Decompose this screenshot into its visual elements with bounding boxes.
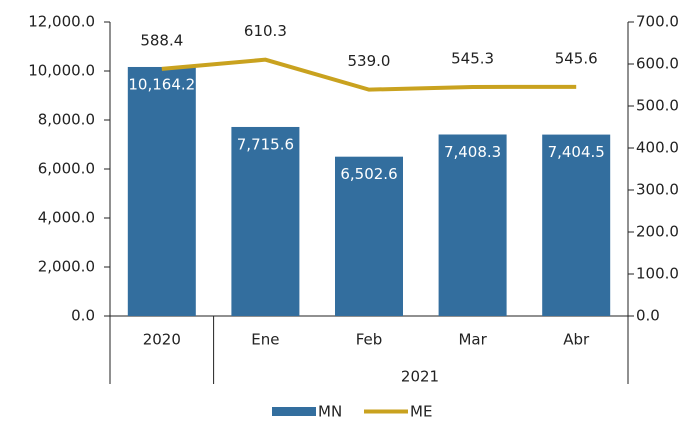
category-group-label: 2021 [401, 368, 439, 386]
line [161, 57, 577, 92]
bar [438, 134, 507, 316]
bar-value-label: 7,404.5 [548, 143, 605, 161]
bar [542, 134, 611, 316]
y2-tick-label: 400.0 [636, 139, 679, 157]
y2-tick-label: 300.0 [636, 181, 679, 199]
bar [231, 126, 300, 316]
line-value-label: 610.3 [244, 22, 287, 40]
bar [127, 66, 196, 316]
x-tick-label: Abr [563, 331, 590, 349]
line-value-label: 545.3 [451, 49, 494, 67]
x-tick-label: Ene [251, 331, 279, 349]
y2-tick-label: 700.0 [636, 13, 679, 31]
y-tick-label: 10,000.0 [28, 62, 95, 80]
x-tick-label: Feb [356, 331, 383, 349]
y-tick-label: 8,000.0 [38, 111, 95, 129]
y-tick-label: 4,000.0 [38, 209, 95, 227]
y-tick-label: 0.0 [71, 307, 95, 325]
bar-value-label: 6,502.6 [340, 165, 397, 183]
y-tick-label: 6,000.0 [38, 160, 95, 178]
y2-tick-label: 600.0 [636, 55, 679, 73]
line-value-label: 545.6 [555, 49, 598, 67]
line-value-label: 588.4 [140, 31, 183, 49]
y-tick-label: 2,000.0 [38, 258, 95, 276]
x-tick-label: Mar [458, 331, 487, 349]
y2-tick-label: 0.0 [636, 307, 660, 325]
y2-tick-label: 100.0 [636, 265, 679, 283]
y2-tick-label: 200.0 [636, 223, 679, 241]
legend-label: ME [410, 403, 432, 421]
line-value-label: 539.0 [348, 52, 391, 70]
bar-value-label: 10,164.2 [128, 75, 195, 93]
x-tick-label: 2020 [143, 331, 181, 349]
bar [335, 156, 403, 316]
y2-tick-label: 500.0 [636, 97, 679, 115]
y-tick-label: 12,000.0 [28, 13, 95, 31]
bar-value-label: 7,715.6 [237, 135, 294, 153]
bar-value-label: 7,408.3 [444, 143, 501, 161]
legend-swatch [272, 407, 316, 416]
legend-label: MN [318, 403, 342, 421]
